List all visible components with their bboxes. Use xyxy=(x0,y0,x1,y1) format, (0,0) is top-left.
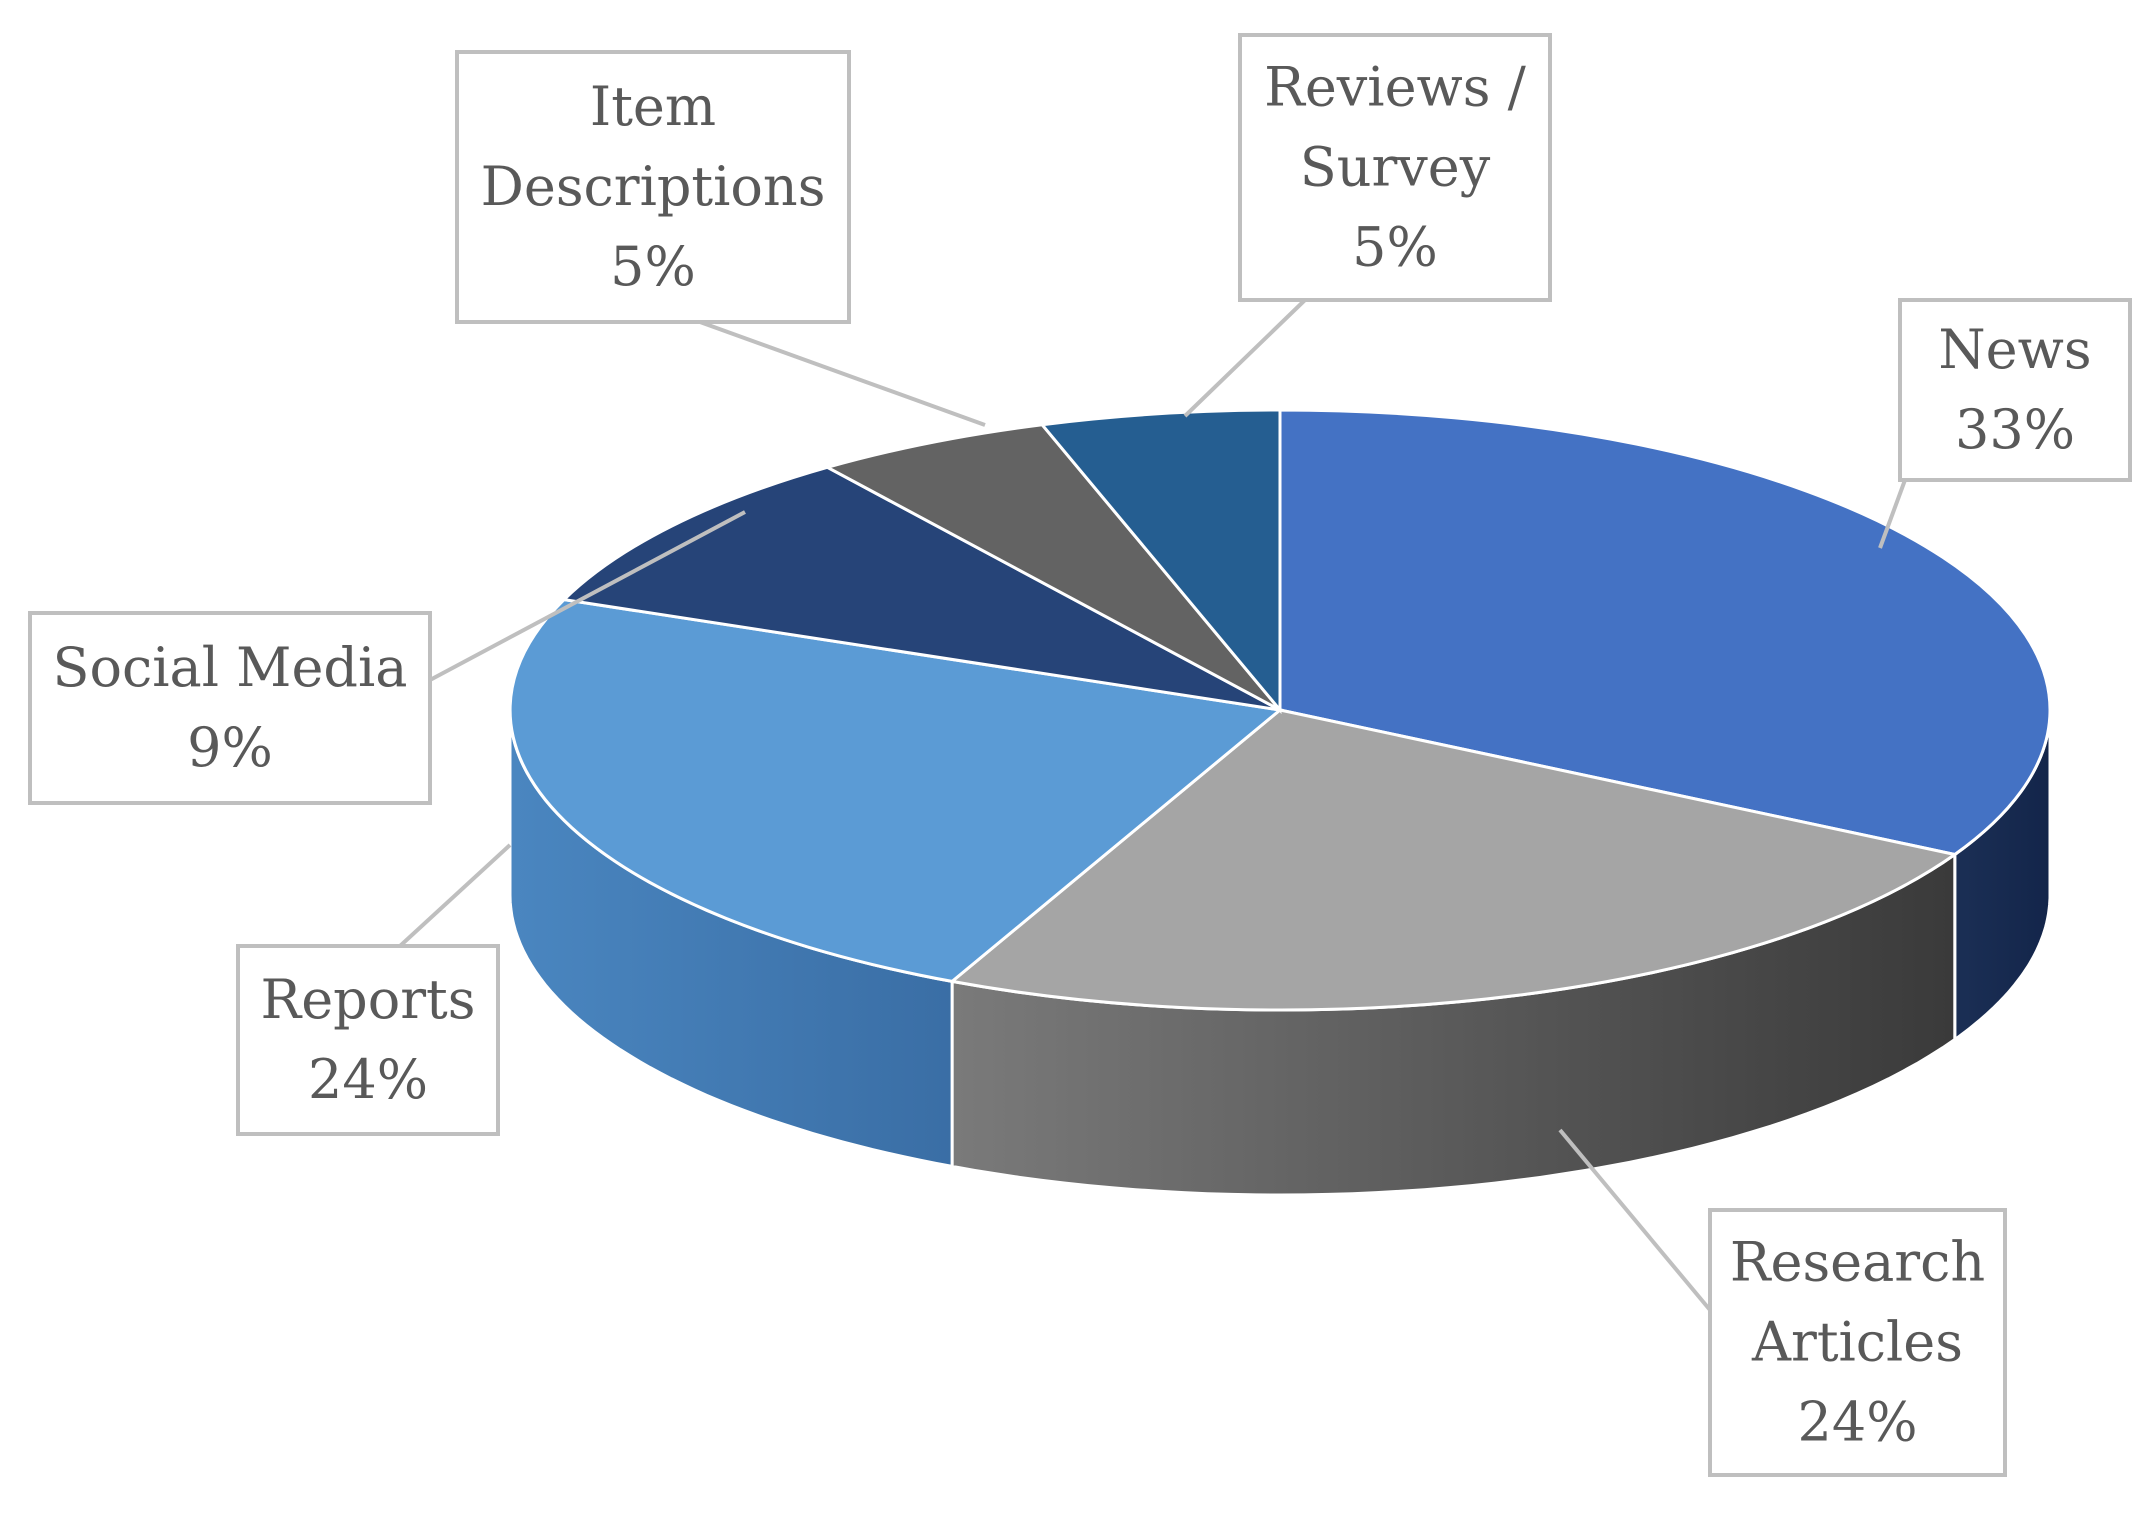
value-label-social-media: 9% xyxy=(187,716,273,779)
value-label-research-articles: 24% xyxy=(1797,1391,1917,1454)
slice-reviews-survey xyxy=(1039,408,1282,715)
slice-research-articles xyxy=(948,708,1959,1012)
category-label-research-articles: Research xyxy=(1730,1231,1985,1294)
callout-box-research-articles xyxy=(1708,1208,2007,1477)
category-label-reports: Reports xyxy=(261,968,476,1031)
callout-box-reports xyxy=(236,944,500,1136)
category-label-news: News xyxy=(1938,318,2091,381)
category-label-reviews-survey: Survey xyxy=(1300,136,1491,199)
category-label-research-articles: Articles xyxy=(1751,1311,1963,1374)
value-label-reports: 24% xyxy=(308,1048,428,1111)
callout-box-item-descriptions xyxy=(455,50,851,324)
slice-item-descriptions xyxy=(823,423,1282,712)
leader-line-reports xyxy=(398,843,512,948)
value-label-reviews-survey: 5% xyxy=(1352,216,1438,279)
pie-slices xyxy=(508,408,2052,1012)
leader-line-reviews-survey xyxy=(1183,298,1307,418)
leader-line-news xyxy=(1878,479,1907,549)
leader-line-social-media xyxy=(429,510,746,682)
leader-line-item-descriptions xyxy=(699,320,986,427)
callout-reviews-survey: Reviews / Survey 5% xyxy=(1238,33,1552,302)
callout-box-news xyxy=(1898,298,2132,482)
leader-lines xyxy=(398,298,1907,1312)
value-label-item-descriptions: 5% xyxy=(610,235,696,298)
category-label-item-descriptions: Descriptions xyxy=(481,155,826,218)
category-label-item-descriptions: Item xyxy=(590,75,716,138)
callout-item-descriptions: Item Descriptions 5% xyxy=(455,50,851,324)
category-label-reviews-survey: Reviews / xyxy=(1264,56,1526,119)
value-label-news: 33% xyxy=(1955,398,2075,461)
callout-research-articles: Research Articles 24% xyxy=(1708,1208,2007,1477)
leader-line-research-articles xyxy=(1558,1128,1712,1312)
callout-box-reviews-survey xyxy=(1238,33,1552,302)
slice-news xyxy=(1278,408,2052,857)
callout-news: News 33% xyxy=(1898,298,2132,482)
callout-reports: Reports 24% xyxy=(236,944,500,1136)
callout-box-social-media xyxy=(28,611,432,805)
slice-reports xyxy=(508,598,1284,984)
callout-social-media: Social Media 9% xyxy=(28,611,432,805)
category-label-social-media: Social Media xyxy=(53,636,408,699)
data-labels: News 33% Research Articles 24% Reports 24% Soci… xyxy=(28,33,2132,1477)
slice-social-media xyxy=(560,465,1281,712)
